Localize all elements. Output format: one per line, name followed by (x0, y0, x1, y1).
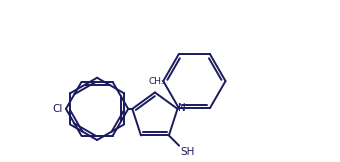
Text: Cl: Cl (52, 104, 62, 114)
Text: CH₃: CH₃ (149, 77, 165, 86)
Text: N: N (178, 103, 186, 113)
Text: SH: SH (181, 147, 195, 157)
